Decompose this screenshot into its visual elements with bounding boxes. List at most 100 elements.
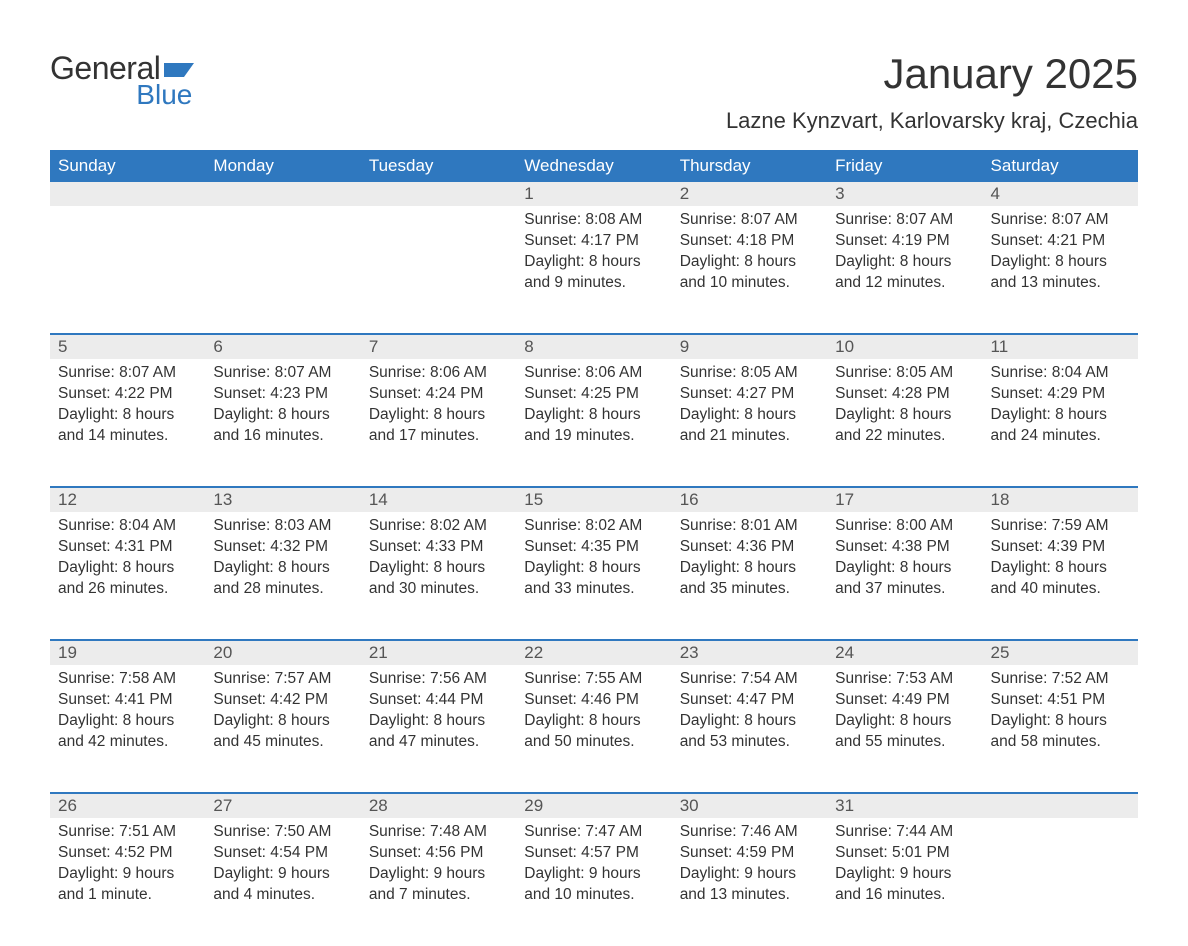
day-sr: Sunrise: 8:05 AM (680, 363, 819, 384)
day-ss: Sunset: 4:41 PM (58, 690, 197, 711)
day-content-cell (50, 206, 205, 334)
day-d1: Daylight: 8 hours (991, 252, 1130, 273)
day-d1: Daylight: 8 hours (991, 711, 1130, 732)
day-number-cell: 16 (672, 487, 827, 512)
day-d2: and 12 minutes. (835, 273, 974, 294)
day-content-cell: Sunrise: 7:47 AMSunset: 4:57 PMDaylight:… (516, 818, 671, 946)
day-d1: Daylight: 8 hours (213, 711, 352, 732)
day-ss: Sunset: 4:29 PM (991, 384, 1130, 405)
day-ss: Sunset: 4:27 PM (680, 384, 819, 405)
day-content-cell: Sunrise: 8:00 AMSunset: 4:38 PMDaylight:… (827, 512, 982, 640)
day-d2: and 26 minutes. (58, 579, 197, 600)
weekday-header: Friday (827, 150, 982, 182)
day-d1: Daylight: 8 hours (524, 711, 663, 732)
day-content-cell: Sunrise: 8:07 AMSunset: 4:22 PMDaylight:… (50, 359, 205, 487)
day-d1: Daylight: 8 hours (680, 405, 819, 426)
day-content-cell (983, 818, 1138, 946)
day-content-cell (361, 206, 516, 334)
day-number-cell: 25 (983, 640, 1138, 665)
day-sr: Sunrise: 7:54 AM (680, 669, 819, 690)
day-content-cell: Sunrise: 8:07 AMSunset: 4:21 PMDaylight:… (983, 206, 1138, 334)
day-content-cell: Sunrise: 7:44 AMSunset: 5:01 PMDaylight:… (827, 818, 982, 946)
day-ss: Sunset: 4:31 PM (58, 537, 197, 558)
day-content-cell: Sunrise: 7:50 AMSunset: 4:54 PMDaylight:… (205, 818, 360, 946)
day-number-cell (983, 793, 1138, 818)
day-number-cell (50, 182, 205, 206)
day-content-cell: Sunrise: 8:05 AMSunset: 4:27 PMDaylight:… (672, 359, 827, 487)
day-content-cell: Sunrise: 7:54 AMSunset: 4:47 PMDaylight:… (672, 665, 827, 793)
day-d2: and 45 minutes. (213, 732, 352, 753)
day-ss: Sunset: 4:59 PM (680, 843, 819, 864)
day-sr: Sunrise: 7:53 AM (835, 669, 974, 690)
day-d2: and 28 minutes. (213, 579, 352, 600)
day-d2: and 16 minutes. (213, 426, 352, 447)
day-d2: and 30 minutes. (369, 579, 508, 600)
day-d2: and 58 minutes. (991, 732, 1130, 753)
daynum-row: 19202122232425 (50, 640, 1138, 665)
day-d1: Daylight: 8 hours (524, 252, 663, 273)
weekday-header: Tuesday (361, 150, 516, 182)
logo-word2: Blue (50, 79, 194, 111)
day-d1: Daylight: 8 hours (680, 558, 819, 579)
day-ss: Sunset: 4:21 PM (991, 231, 1130, 252)
day-d1: Daylight: 9 hours (58, 864, 197, 885)
header: General Blue January 2025 Lazne Kynzvart… (50, 50, 1138, 144)
day-d2: and 10 minutes. (680, 273, 819, 294)
weekday-header: Saturday (983, 150, 1138, 182)
day-content-cell: Sunrise: 7:53 AMSunset: 4:49 PMDaylight:… (827, 665, 982, 793)
day-d2: and 10 minutes. (524, 885, 663, 906)
day-ss: Sunset: 5:01 PM (835, 843, 974, 864)
day-ss: Sunset: 4:25 PM (524, 384, 663, 405)
day-content-cell: Sunrise: 8:07 AMSunset: 4:18 PMDaylight:… (672, 206, 827, 334)
day-d1: Daylight: 8 hours (835, 711, 974, 732)
day-d1: Daylight: 8 hours (58, 405, 197, 426)
day-d1: Daylight: 9 hours (524, 864, 663, 885)
day-d2: and 35 minutes. (680, 579, 819, 600)
day-number-cell: 13 (205, 487, 360, 512)
day-d2: and 55 minutes. (835, 732, 974, 753)
day-number-cell: 10 (827, 334, 982, 359)
content-row: Sunrise: 7:58 AMSunset: 4:41 PMDaylight:… (50, 665, 1138, 793)
day-number-cell: 15 (516, 487, 671, 512)
day-content-cell: Sunrise: 7:48 AMSunset: 4:56 PMDaylight:… (361, 818, 516, 946)
day-number-cell (361, 182, 516, 206)
day-sr: Sunrise: 8:00 AM (835, 516, 974, 537)
day-ss: Sunset: 4:33 PM (369, 537, 508, 558)
day-content-cell: Sunrise: 7:52 AMSunset: 4:51 PMDaylight:… (983, 665, 1138, 793)
day-d1: Daylight: 9 hours (835, 864, 974, 885)
day-number-cell: 20 (205, 640, 360, 665)
day-d1: Daylight: 8 hours (680, 711, 819, 732)
day-d2: and 19 minutes. (524, 426, 663, 447)
day-d1: Daylight: 8 hours (991, 405, 1130, 426)
weekday-header-row: SundayMondayTuesdayWednesdayThursdayFrid… (50, 150, 1138, 182)
day-number-cell: 27 (205, 793, 360, 818)
day-d1: Daylight: 8 hours (58, 558, 197, 579)
day-sr: Sunrise: 8:07 AM (58, 363, 197, 384)
day-d2: and 16 minutes. (835, 885, 974, 906)
day-ss: Sunset: 4:38 PM (835, 537, 974, 558)
day-ss: Sunset: 4:52 PM (58, 843, 197, 864)
day-sr: Sunrise: 7:59 AM (991, 516, 1130, 537)
calendar-table: SundayMondayTuesdayWednesdayThursdayFrid… (50, 150, 1138, 946)
day-ss: Sunset: 4:23 PM (213, 384, 352, 405)
day-d2: and 9 minutes. (524, 273, 663, 294)
day-sr: Sunrise: 7:47 AM (524, 822, 663, 843)
day-sr: Sunrise: 8:06 AM (524, 363, 663, 384)
day-sr: Sunrise: 8:01 AM (680, 516, 819, 537)
day-content-cell: Sunrise: 7:55 AMSunset: 4:46 PMDaylight:… (516, 665, 671, 793)
content-row: Sunrise: 8:04 AMSunset: 4:31 PMDaylight:… (50, 512, 1138, 640)
day-number-cell: 7 (361, 334, 516, 359)
day-d1: Daylight: 9 hours (680, 864, 819, 885)
day-ss: Sunset: 4:17 PM (524, 231, 663, 252)
day-d2: and 13 minutes. (991, 273, 1130, 294)
day-d1: Daylight: 8 hours (835, 558, 974, 579)
day-sr: Sunrise: 7:52 AM (991, 669, 1130, 690)
day-number-cell: 18 (983, 487, 1138, 512)
day-sr: Sunrise: 7:50 AM (213, 822, 352, 843)
weekday-header: Monday (205, 150, 360, 182)
day-ss: Sunset: 4:28 PM (835, 384, 974, 405)
day-sr: Sunrise: 8:05 AM (835, 363, 974, 384)
day-content-cell: Sunrise: 8:07 AMSunset: 4:23 PMDaylight:… (205, 359, 360, 487)
day-content-cell: Sunrise: 8:04 AMSunset: 4:29 PMDaylight:… (983, 359, 1138, 487)
day-content-cell: Sunrise: 7:51 AMSunset: 4:52 PMDaylight:… (50, 818, 205, 946)
